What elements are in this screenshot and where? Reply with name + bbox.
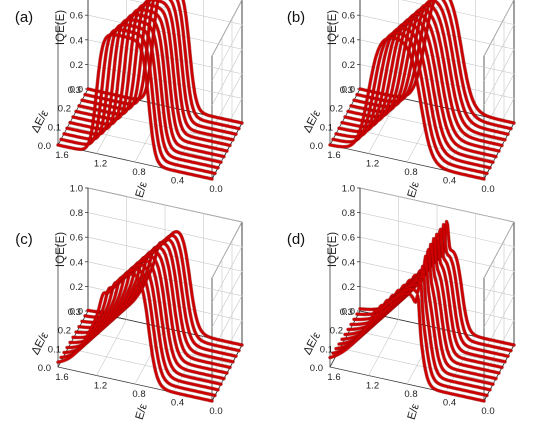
- de-tick-label: 0.2: [58, 326, 71, 337]
- iqe-curve: [80, 0, 238, 136]
- panel-d: 0.0 0.2 0.4 0.6 0.8 1.0 0.0 0.1 0.2 0.3 1.6 1.2 0.8 0…: [287, 184, 516, 421]
- z-tick-label: 1.0: [342, 184, 355, 195]
- z-tick-label: 0.6: [342, 11, 355, 22]
- de-gridline: [339, 259, 495, 383]
- z-axis-label: IQE(E): [327, 10, 339, 45]
- z-axis-label: IQE(E): [55, 232, 67, 267]
- e-tick-label: 0.8: [132, 167, 145, 178]
- iqe-curve: [86, 0, 244, 125]
- z-axis-label: IQE(E): [327, 232, 339, 267]
- de-tick-label: 0.1: [320, 122, 333, 133]
- z-tick-label: 0.2: [70, 282, 83, 293]
- curve-series: [56, 229, 244, 403]
- de-tick-label: 0.0: [310, 363, 323, 374]
- z-tick-label: 0.4: [70, 35, 83, 46]
- de-tick-label: 0.3: [340, 85, 353, 96]
- z-tick-label: 0.6: [342, 233, 355, 244]
- e-tick-label: 1.2: [366, 159, 379, 170]
- e-tick-label: 1.6: [55, 150, 68, 161]
- curve-series: [328, 219, 516, 403]
- e-gridline: [368, 196, 399, 376]
- iqe-curve: [74, 3, 232, 147]
- e-tick-label: 0.8: [132, 389, 145, 400]
- iqe-curve: [328, 36, 486, 181]
- de-gridline: [77, 240, 233, 365]
- e-axis-label: E/ε: [406, 180, 422, 199]
- z-tick-label: 0.0: [342, 85, 355, 96]
- z-tick-label: 0.0: [70, 85, 83, 96]
- de-gridline: [77, 18, 233, 143]
- e-tick-label: 1.2: [94, 381, 107, 392]
- e-tick-label: 0.0: [209, 184, 222, 195]
- de-gridline: [349, 18, 505, 143]
- e-tick-label: 0.4: [443, 176, 456, 187]
- de-gridline: [339, 37, 495, 161]
- panel-c: 0.0 0.2 0.4 0.6 0.8 1.0 0.0 0.1 0.2 0.3 1.6 1.2 0.8 0…: [15, 184, 244, 421]
- iqe-curve: [56, 33, 214, 181]
- curve-series: [56, 0, 244, 181]
- de-tick-label: 0.2: [58, 104, 71, 115]
- z-tick-label: 0.8: [342, 208, 355, 219]
- e-tick-label: 0.8: [404, 167, 417, 178]
- de-tick-label: 0.1: [48, 344, 61, 355]
- e-tick-label: 1.2: [94, 159, 107, 170]
- de-tick-label: 0.3: [340, 307, 353, 318]
- z-tick-label: 0.4: [342, 35, 355, 46]
- de-tick-label: 0.0: [38, 363, 51, 374]
- de-tick-label: 0.0: [38, 141, 51, 152]
- de-tick-label: 0.2: [330, 326, 343, 337]
- z-tick-label: 0.2: [342, 60, 355, 71]
- e-tick-label: 1.6: [327, 372, 340, 383]
- e-tick-label: 0.0: [481, 406, 494, 417]
- z-tick-label: 0.0: [70, 307, 83, 318]
- z-tick-label: 0.4: [342, 257, 355, 268]
- z-axis-label: IQE(E): [55, 10, 67, 45]
- z-tick-label: 0.6: [70, 233, 83, 244]
- panel-a: 0.00.20.40.60.81.00.00.10.20.31.61.20.80…: [15, 0, 244, 199]
- iqe-curve: [56, 272, 214, 403]
- z-tick-label: 0.2: [70, 60, 83, 71]
- panel-label: (a): [15, 9, 33, 26]
- e-tick-label: 0.4: [171, 176, 184, 187]
- z-tick-label: 0.6: [70, 11, 83, 22]
- z-tick-label: 0.2: [342, 282, 355, 293]
- z-tick-label: 0.8: [70, 208, 83, 219]
- de-tick-label: 0.2: [330, 104, 343, 115]
- de-tick-label: 0.0: [310, 141, 323, 152]
- panel-b: 0.00.20.40.60.81.00.00.10.20.31.61.20.80…: [287, 0, 516, 199]
- panel-label: (c): [15, 231, 33, 248]
- panel-label: (b): [287, 9, 305, 26]
- e-tick-label: 0.4: [171, 398, 184, 409]
- e-tick-label: 0.0: [209, 406, 222, 417]
- de-tick-label: 0.1: [48, 122, 61, 133]
- panel-label: (d): [287, 231, 305, 248]
- de-gridline: [67, 259, 223, 383]
- z-tick-label: 0.4: [70, 257, 83, 268]
- de-tick-label: 0.3: [68, 307, 81, 318]
- e-tick-label: 1.2: [366, 381, 379, 392]
- e-axis-label: E/ε: [134, 180, 150, 199]
- z-tick-label: 0.0: [342, 307, 355, 318]
- z-tick-label: 1.0: [70, 184, 83, 195]
- de-gridline: [67, 37, 223, 161]
- iqe-curve: [59, 268, 217, 397]
- e-tick-label: 1.6: [55, 372, 68, 383]
- iqe-curve: [328, 292, 486, 403]
- e-tick-label: 0.0: [481, 184, 494, 195]
- e-tick-label: 0.8: [404, 389, 417, 400]
- e-axis-label: E/ε: [406, 402, 422, 421]
- de-gridline: [349, 240, 505, 365]
- de-tick-label: 0.1: [320, 344, 333, 355]
- e-axis-label: E/ε: [134, 402, 150, 421]
- de-tick-label: 0.3: [68, 85, 81, 96]
- e-tick-label: 0.4: [443, 398, 456, 409]
- e-tick-label: 1.6: [327, 150, 340, 161]
- curve-series: [328, 0, 516, 181]
